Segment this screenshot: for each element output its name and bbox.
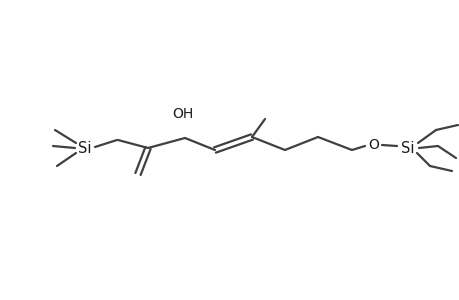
- Text: O: O: [368, 138, 379, 152]
- Text: OH: OH: [172, 107, 193, 121]
- Text: Si: Si: [78, 140, 91, 155]
- Text: Si: Si: [400, 140, 414, 155]
